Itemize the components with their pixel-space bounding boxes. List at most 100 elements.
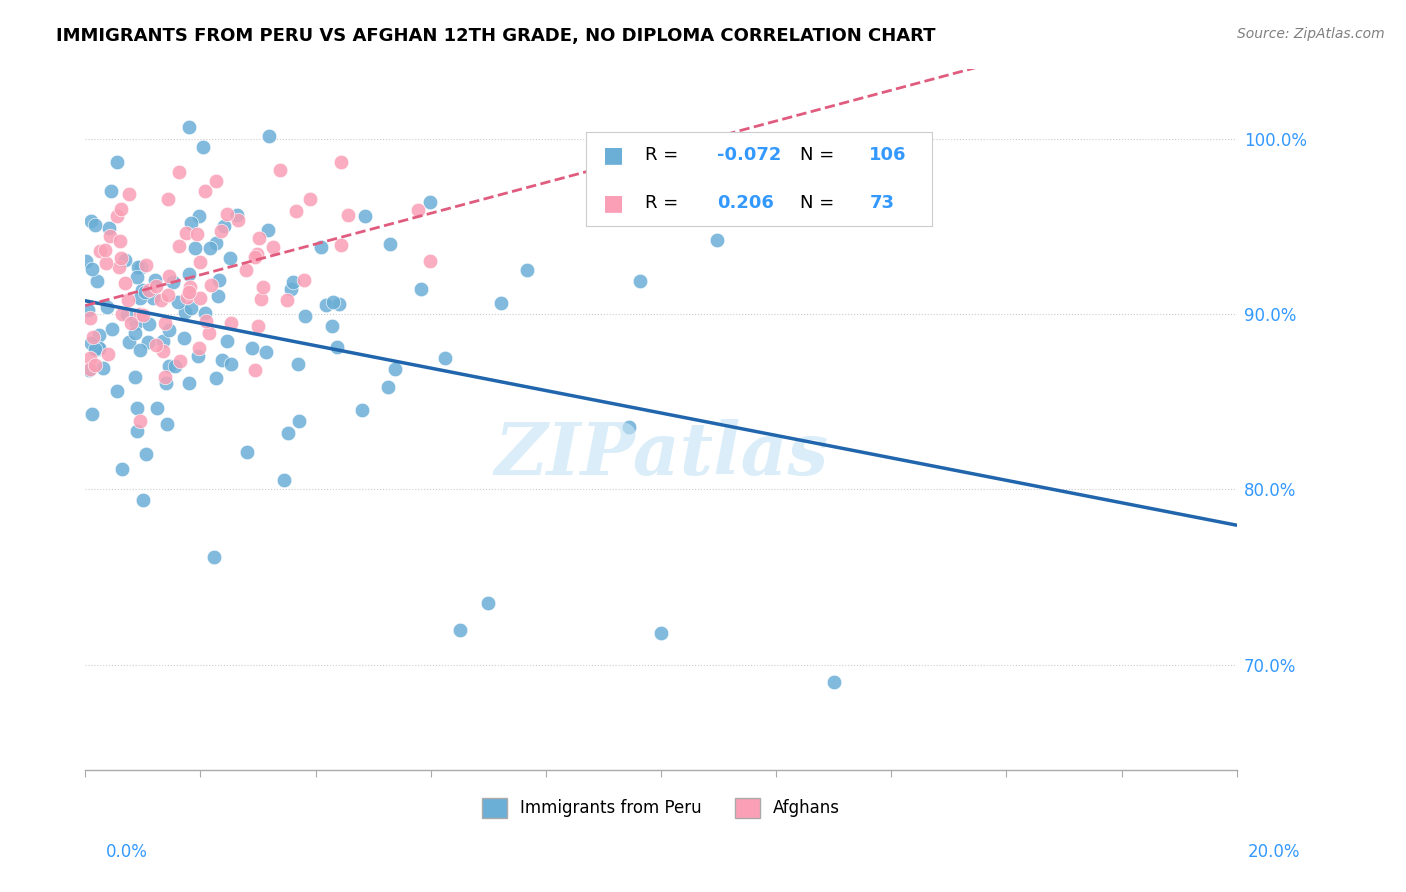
Point — [315, 298, 337, 312]
Point — [105, 155, 128, 169]
Point — [86, 274, 108, 288]
Point — [152, 334, 174, 348]
Point — [823, 675, 845, 690]
Point — [111, 307, 134, 321]
Point — [117, 293, 139, 307]
Point — [294, 310, 316, 324]
Point — [205, 371, 228, 385]
Point — [354, 209, 377, 223]
Point — [321, 318, 343, 333]
Point — [235, 263, 257, 277]
Point — [617, 419, 640, 434]
Point — [208, 273, 231, 287]
Point — [177, 120, 200, 135]
Point — [80, 336, 103, 351]
Point — [207, 288, 229, 302]
Point — [108, 234, 131, 248]
Point — [247, 318, 270, 333]
Point — [177, 285, 200, 299]
Point — [157, 193, 180, 207]
Point — [384, 361, 406, 376]
Point — [180, 216, 202, 230]
Point — [83, 342, 105, 356]
Point — [477, 596, 499, 610]
Point — [165, 359, 187, 373]
Point — [132, 308, 155, 322]
Point — [110, 202, 132, 216]
Point — [298, 192, 321, 206]
Point — [125, 316, 148, 330]
Point — [194, 184, 217, 198]
Point — [176, 290, 198, 304]
Point — [155, 376, 177, 390]
Point — [449, 623, 471, 637]
Point — [114, 276, 136, 290]
Point — [188, 255, 211, 269]
Point — [153, 369, 176, 384]
Point — [98, 229, 121, 244]
Legend: Immigrants from Peru, Afghans: Immigrants from Peru, Afghans — [475, 791, 846, 825]
Point — [84, 358, 107, 372]
Point — [87, 342, 110, 356]
Point — [419, 253, 441, 268]
Point — [145, 278, 167, 293]
Point — [82, 407, 104, 421]
Point — [149, 293, 172, 307]
Point — [89, 244, 111, 258]
Point — [152, 344, 174, 359]
Point — [292, 273, 315, 287]
Point — [288, 414, 311, 428]
Point — [173, 330, 195, 344]
Point — [329, 155, 352, 169]
Point — [180, 301, 202, 316]
Point — [132, 493, 155, 508]
Point — [254, 345, 277, 359]
Point — [79, 351, 101, 365]
Point — [174, 227, 197, 241]
Point — [247, 231, 270, 245]
Point — [250, 293, 273, 307]
Point — [628, 274, 651, 288]
Point — [195, 314, 218, 328]
Point — [89, 341, 111, 355]
Point — [80, 214, 103, 228]
Point — [269, 163, 291, 178]
Point — [184, 241, 207, 255]
Point — [135, 258, 157, 272]
Text: 0.0%: 0.0% — [105, 843, 148, 861]
Text: IMMIGRANTS FROM PERU VS AFGHAN 12TH GRADE, NO DIPLOMA CORRELATION CHART: IMMIGRANTS FROM PERU VS AFGHAN 12TH GRAD… — [56, 27, 936, 45]
Point — [155, 316, 177, 330]
Point — [84, 219, 107, 233]
Point — [80, 261, 103, 276]
Text: ZIPatlas: ZIPatlas — [494, 419, 828, 490]
Point — [138, 317, 160, 331]
Point — [191, 140, 214, 154]
Point — [246, 246, 269, 260]
Point — [287, 358, 309, 372]
Point — [169, 354, 191, 368]
Point — [77, 302, 100, 317]
Point — [159, 268, 181, 283]
Point — [118, 187, 141, 202]
Point — [226, 213, 249, 227]
Point — [240, 341, 263, 355]
Point — [145, 338, 167, 352]
Text: Source: ZipAtlas.com: Source: ZipAtlas.com — [1237, 27, 1385, 41]
Point — [177, 267, 200, 281]
Point — [243, 363, 266, 377]
Point — [322, 294, 344, 309]
Point — [276, 293, 298, 307]
Point — [336, 208, 359, 222]
Point — [187, 341, 209, 355]
Point — [156, 417, 179, 432]
Point — [284, 203, 307, 218]
Point — [79, 311, 101, 326]
Point — [124, 326, 146, 340]
Point — [408, 203, 430, 218]
Point — [326, 340, 349, 354]
Point — [177, 376, 200, 391]
Point — [194, 306, 217, 320]
Point — [328, 296, 350, 310]
Point — [108, 260, 131, 275]
Point — [111, 461, 134, 475]
